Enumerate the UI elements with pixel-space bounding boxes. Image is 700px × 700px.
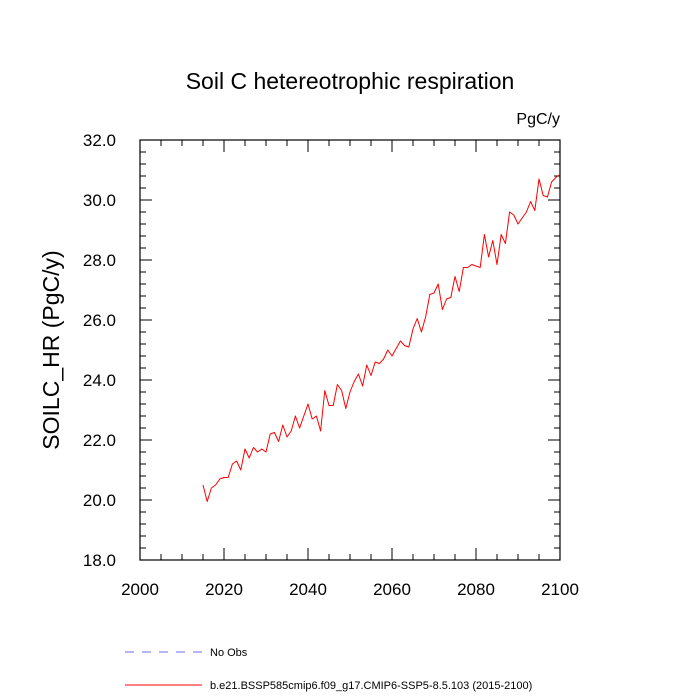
x-tick-label: 2000 xyxy=(121,580,159,599)
y-tick-label: 26.0 xyxy=(83,311,116,330)
y-tick-label: 22.0 xyxy=(83,431,116,450)
legend-label: b.e21.BSSP585cmip6.f09_g17.CMIP6-SSP5-8.… xyxy=(210,680,532,692)
y-tick-label: 30.0 xyxy=(83,191,116,210)
axis-tick-labels: 2000 2020 2040 2060 2080 2100 18.0 20.0 22.0 24.0… xyxy=(83,131,579,599)
axis-ticks xyxy=(139,139,561,561)
series-layer xyxy=(202,174,561,502)
y-axis-label: SOILC_HR (PgC/y) xyxy=(38,250,64,449)
y-tick-label: 20.0 xyxy=(83,491,116,510)
x-tick-label: 2100 xyxy=(541,580,579,599)
series-line xyxy=(202,174,561,502)
plot-frame xyxy=(139,139,561,561)
x-tick-label: 2080 xyxy=(457,580,495,599)
chart-title: Soil C hetereotrophic respiration xyxy=(186,68,515,94)
y-tick-label: 18.0 xyxy=(83,551,116,570)
legend: No Obs b.e21.BSSP585cmip6.f09_g17.CMIP6-S… xyxy=(125,647,532,692)
y-tick-label: 28.0 xyxy=(83,251,116,270)
legend-label: No Obs xyxy=(210,647,248,659)
units-label: PgC/y xyxy=(516,111,560,128)
x-tick-label: 2020 xyxy=(205,580,243,599)
x-tick-label: 2040 xyxy=(289,580,327,599)
y-tick-label: 32.0 xyxy=(83,131,116,150)
x-tick-label: 2060 xyxy=(373,580,411,599)
y-tick-label: 24.0 xyxy=(83,371,116,390)
